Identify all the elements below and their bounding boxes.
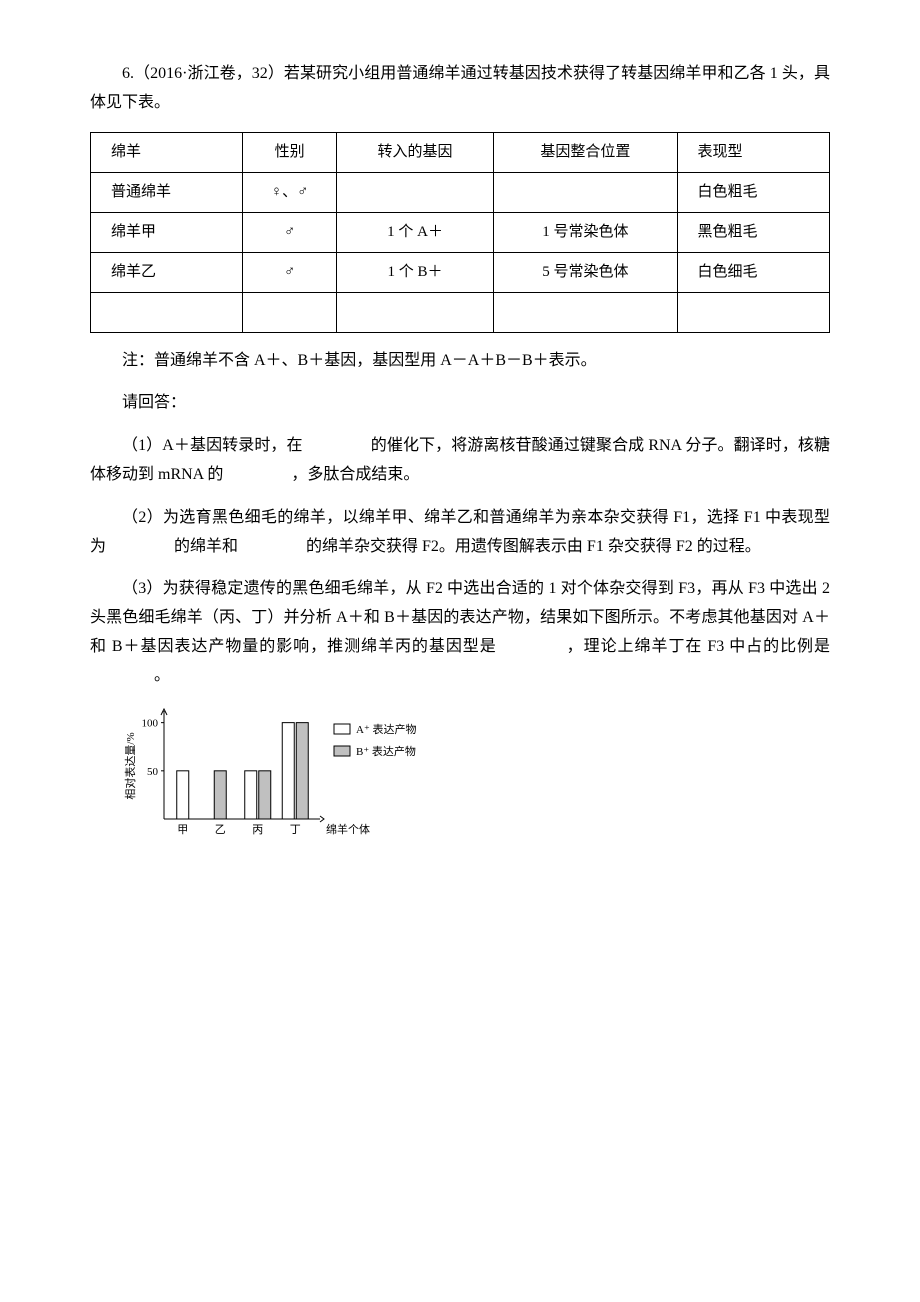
expression-chart-container: 50 100 相对表达量/% 甲 乙 丙 丁 绵羊个体 A⁺ 表达产物 B⁺ 表达产物 [122, 705, 830, 845]
header-phenotype: 表现型 [677, 132, 829, 172]
blank-fill [227, 461, 287, 490]
cell-gene [336, 172, 494, 212]
answer-prompt: 请回答： [90, 389, 830, 418]
prompt-text: 请回答： [122, 394, 186, 411]
cell-empty [243, 292, 336, 332]
header-position: 基因整合位置 [494, 132, 677, 172]
cell-sheep: 普通绵羊 [91, 172, 243, 212]
q2-part2: 的绵羊和 [174, 538, 238, 555]
cell-phenotype: 白色细毛 [677, 252, 829, 292]
svg-text:乙: 乙 [215, 823, 226, 836]
blank-fill [110, 533, 170, 562]
question-3: （3）为获得稳定遗传的黑色细毛绵羊，从 F2 中选出合适的 1 对个体杂交得到 … [90, 575, 830, 690]
table-header-row: 绵羊 性别 转入的基因 基因整合位置 表现型 [91, 132, 830, 172]
cell-gene: 1 个 B＋ [336, 252, 494, 292]
svg-text:相对表达量/%: 相对表达量/% [123, 732, 137, 799]
svg-text:绵羊个体: 绵羊个体 [326, 822, 370, 836]
cell-phenotype: 黑色粗毛 [677, 212, 829, 252]
table-row: 普通绵羊 ♀、♂ 白色粗毛 [91, 172, 830, 212]
cell-position: 5 号常染色体 [494, 252, 677, 292]
sheep-table: 绵羊 性别 转入的基因 基因整合位置 表现型 普通绵羊 ♀、♂ 白色粗毛 绵羊甲… [90, 132, 830, 333]
header-sheep: 绵羊 [91, 132, 243, 172]
expression-chart: 50 100 相对表达量/% 甲 乙 丙 丁 绵羊个体 A⁺ 表达产物 B⁺ 表达产物 [122, 705, 422, 845]
cell-sheep: 绵羊乙 [91, 252, 243, 292]
table-note: 注：普通绵羊不含 A＋、B＋基因，基因型用 A－A＋B－B＋表示。 [90, 347, 830, 376]
blank-fill [502, 633, 562, 662]
q3-part2: ，理论上绵羊丁在 F3 中占的比例是 [567, 638, 830, 655]
svg-text:50: 50 [147, 765, 159, 777]
cell-sex: ♀、♂ [243, 172, 336, 212]
q1-part1: （1）A＋基因转录时，在 [122, 437, 303, 454]
cell-gene: 1 个 A＋ [336, 212, 494, 252]
question-intro: 6.（2016·浙江卷，32）若某研究小组用普通绵羊通过转基因技术获得了转基因绵… [90, 60, 830, 118]
cell-empty [91, 292, 243, 332]
cell-sex: ♂ [243, 252, 336, 292]
cell-sheep: 绵羊甲 [91, 212, 243, 252]
cell-empty [336, 292, 494, 332]
svg-text:100: 100 [142, 717, 159, 729]
cell-sex: ♂ [243, 212, 336, 252]
q2-part3: 的绵羊杂交获得 F2。用遗传图解表示由 F1 杂交获得 F2 的过程。 [306, 538, 761, 555]
blank-fill [242, 533, 302, 562]
cell-empty [494, 292, 677, 332]
svg-text:丙: 丙 [252, 824, 263, 836]
table-row-empty [91, 292, 830, 332]
q1-part3: ，多肽合成结束。 [291, 466, 419, 483]
intro-text: 6.（2016·浙江卷，32）若某研究小组用普通绵羊通过转基因技术获得了转基因绵… [90, 65, 830, 111]
blank-fill [90, 662, 150, 691]
svg-text:丁: 丁 [290, 824, 301, 836]
question-2: （2）为选育黑色细毛的绵羊，以绵羊甲、绵羊乙和普通绵羊为亲本杂交获得 F1，选择… [90, 504, 830, 562]
cell-position: 1 号常染色体 [494, 212, 677, 252]
table-row: 绵羊乙 ♂ 1 个 B＋ 5 号常染色体 白色细毛 [91, 252, 830, 292]
cell-phenotype: 白色粗毛 [677, 172, 829, 212]
blank-fill [307, 432, 367, 461]
cell-empty [677, 292, 829, 332]
note-text: 注：普通绵羊不含 A＋、B＋基因，基因型用 A－A＋B－B＋表示。 [122, 352, 597, 369]
q3-part3: 。 [154, 667, 170, 684]
header-gene: 转入的基因 [336, 132, 494, 172]
header-sex: 性别 [243, 132, 336, 172]
svg-text:A⁺ 表达产物: A⁺ 表达产物 [356, 722, 417, 736]
svg-text:甲: 甲 [177, 824, 188, 836]
cell-position [494, 172, 677, 212]
question-1: （1）A＋基因转录时，在 的催化下，将游离核苷酸通过键聚合成 RNA 分子。翻译… [90, 432, 830, 490]
table-row: 绵羊甲 ♂ 1 个 A＋ 1 号常染色体 黑色粗毛 [91, 212, 830, 252]
svg-text:B⁺ 表达产物: B⁺ 表达产物 [356, 744, 416, 758]
